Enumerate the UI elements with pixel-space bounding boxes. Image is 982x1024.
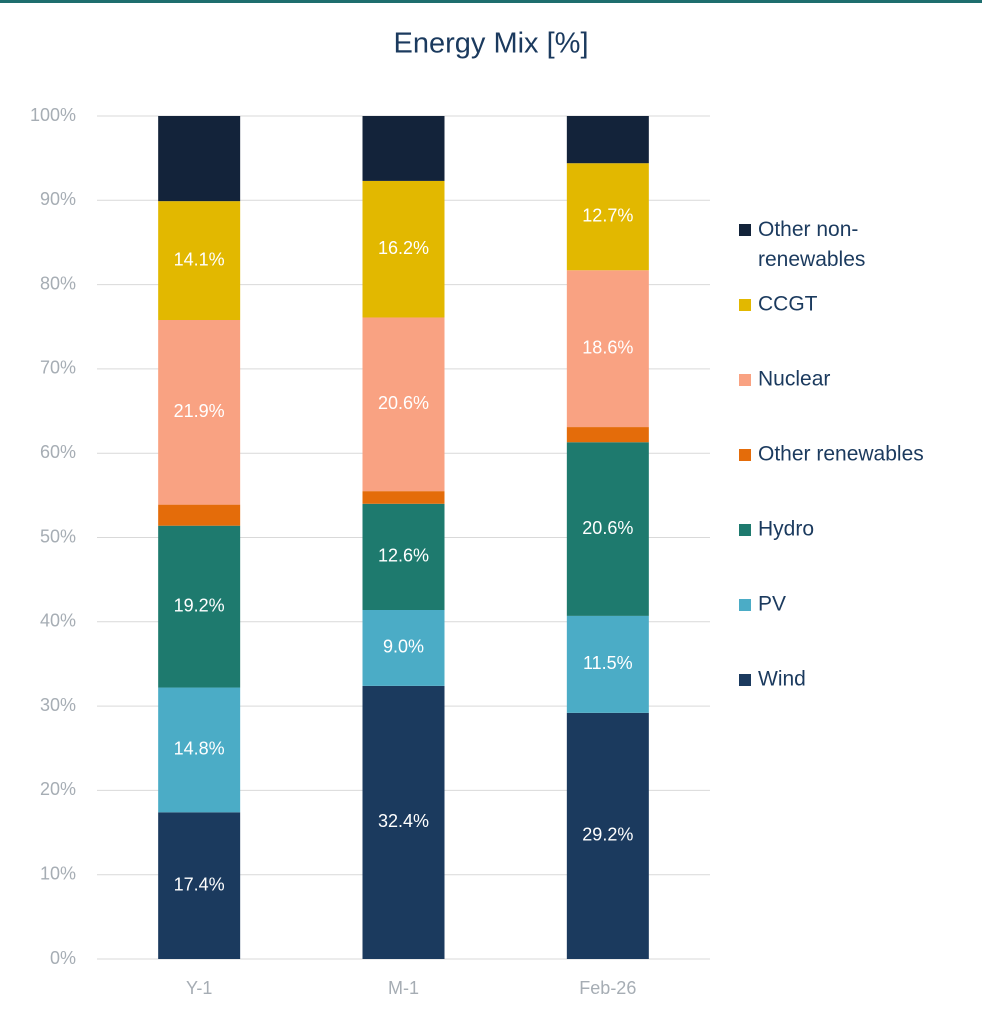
bar-segment [362, 180, 445, 318]
legend-swatch [739, 374, 751, 386]
y-tick-label: 0% [50, 948, 76, 968]
data-label: 9.0% [383, 637, 424, 657]
data-label: 16.2% [378, 238, 429, 258]
data-label: 19.2% [174, 595, 225, 615]
top-border [0, 0, 982, 3]
bar-segment [566, 427, 649, 443]
data-label: 14.8% [174, 739, 225, 759]
legend-label: Other renewables [758, 443, 924, 466]
y-tick-label: 60% [40, 442, 76, 462]
legend-label: Other non-renewables [758, 218, 865, 271]
y-tick-label: 100% [30, 105, 76, 125]
y-tick-label: 40% [40, 611, 76, 631]
data-label: 20.6% [378, 393, 429, 413]
data-label: 32.4% [378, 811, 429, 831]
legend-label: Wind [758, 668, 806, 691]
bar-segment [566, 163, 649, 271]
data-label: 18.6% [582, 337, 633, 357]
bar-segment [566, 442, 649, 616]
legend-label: Nuclear [758, 368, 830, 391]
legend-swatch [739, 524, 751, 536]
bar-segment [158, 812, 241, 959]
data-label: 29.2% [582, 825, 633, 845]
bar-segment [362, 317, 445, 492]
data-label: 12.7% [582, 205, 633, 225]
y-tick-label: 20% [40, 779, 76, 799]
data-label: 12.6% [378, 546, 429, 566]
legend-label: CCGT [758, 293, 818, 316]
y-tick-label: 30% [40, 695, 76, 715]
legend-swatch [739, 224, 751, 236]
bar-segment [158, 525, 241, 688]
bar-segment [566, 712, 649, 959]
bar-segment [566, 615, 649, 713]
data-label: 17.4% [174, 874, 225, 894]
y-tick-label: 50% [40, 526, 76, 546]
bar-segment [566, 270, 649, 428]
bar-segment [362, 609, 445, 686]
legend-label: PV [758, 593, 786, 616]
chart-title: Energy Mix [%] [394, 28, 589, 60]
y-tick-label: 90% [40, 189, 76, 209]
x-tick-label: Feb-26 [579, 978, 636, 998]
bar-segment [158, 687, 241, 813]
legend-swatch [739, 299, 751, 311]
data-label: 21.9% [174, 401, 225, 421]
data-label: 14.1% [174, 249, 225, 269]
y-tick-label: 80% [40, 273, 76, 293]
bar-segment [158, 116, 241, 202]
legend-swatch [739, 599, 751, 611]
legend-swatch [739, 449, 751, 461]
y-tick-label: 10% [40, 863, 76, 883]
x-tick-label: Y-1 [186, 978, 212, 998]
bar-segment [362, 685, 445, 959]
data-label: 11.5% [583, 653, 633, 673]
bar-segment [158, 504, 241, 526]
legend-swatch [739, 674, 751, 686]
bar-segment [362, 116, 445, 181]
bar-segment [158, 320, 241, 505]
bar-segment [362, 491, 445, 504]
bar-segment [566, 116, 649, 164]
y-tick-label: 70% [40, 358, 76, 378]
bar-segment [158, 201, 241, 321]
legend-label: Hydro [758, 518, 814, 541]
x-tick-label: M-1 [388, 978, 419, 998]
data-label: 20.6% [582, 518, 633, 538]
bar-segment [362, 503, 445, 610]
